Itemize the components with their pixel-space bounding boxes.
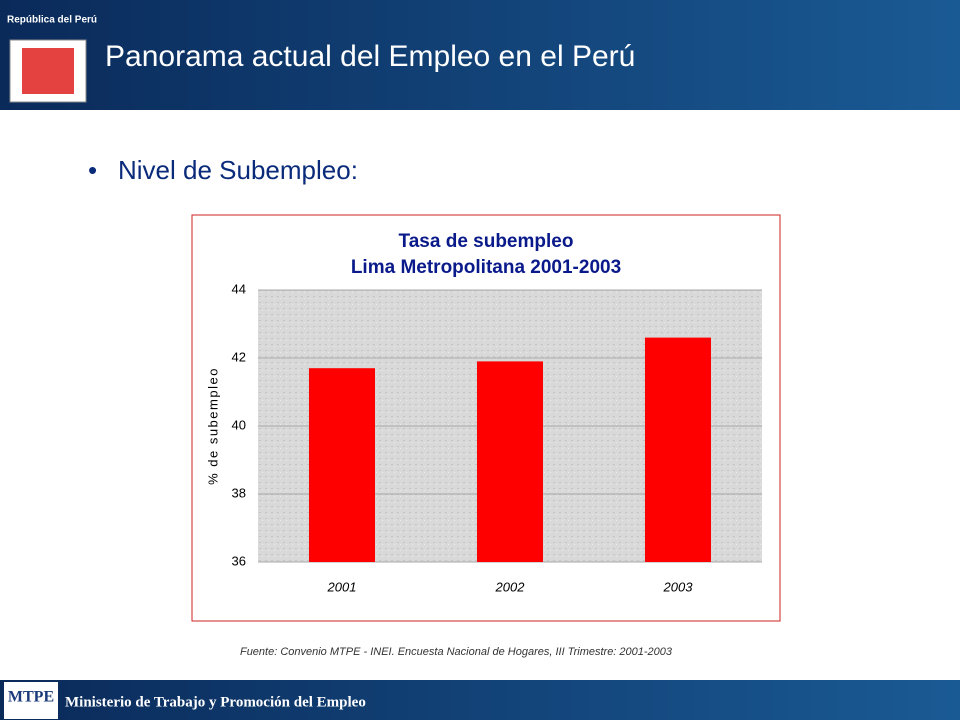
y-axis-label: % de subempleo: [205, 367, 220, 485]
chart-title: Tasa de subempleo: [399, 231, 574, 252]
y-tick-label: 36: [232, 553, 246, 568]
footer-logo-box: [4, 682, 58, 719]
slide-title: Panorama actual del Empleo en el Perú: [105, 40, 635, 73]
y-tick-label: 38: [232, 485, 246, 500]
x-tick-label: 2003: [663, 579, 694, 594]
bar: [645, 337, 711, 562]
y-tick-label: 44: [232, 281, 246, 296]
header-band: [0, 0, 960, 110]
bar: [477, 361, 543, 562]
emblem-text: República del Perú: [7, 15, 97, 26]
x-tick-label: 2002: [495, 579, 526, 594]
source-note: Fuente: Convenio MTPE - INEI. Encuesta N…: [240, 646, 673, 658]
footer-text: Ministerio de Trabajo y Promoción del Em…: [65, 694, 366, 710]
emblem-shield: [22, 48, 74, 94]
x-tick-label: 2001: [327, 579, 357, 594]
bar: [309, 368, 375, 562]
footer-band: [0, 680, 960, 720]
bullet-dot: •: [88, 155, 97, 185]
chart-subtitle: Lima Metropolitana 2001-2003: [351, 257, 621, 278]
y-tick-label: 40: [232, 417, 246, 432]
footer-logo: MTPE: [8, 689, 54, 706]
y-tick-label: 42: [232, 349, 246, 364]
bullet-text: Nivel de Subempleo:: [118, 155, 358, 185]
